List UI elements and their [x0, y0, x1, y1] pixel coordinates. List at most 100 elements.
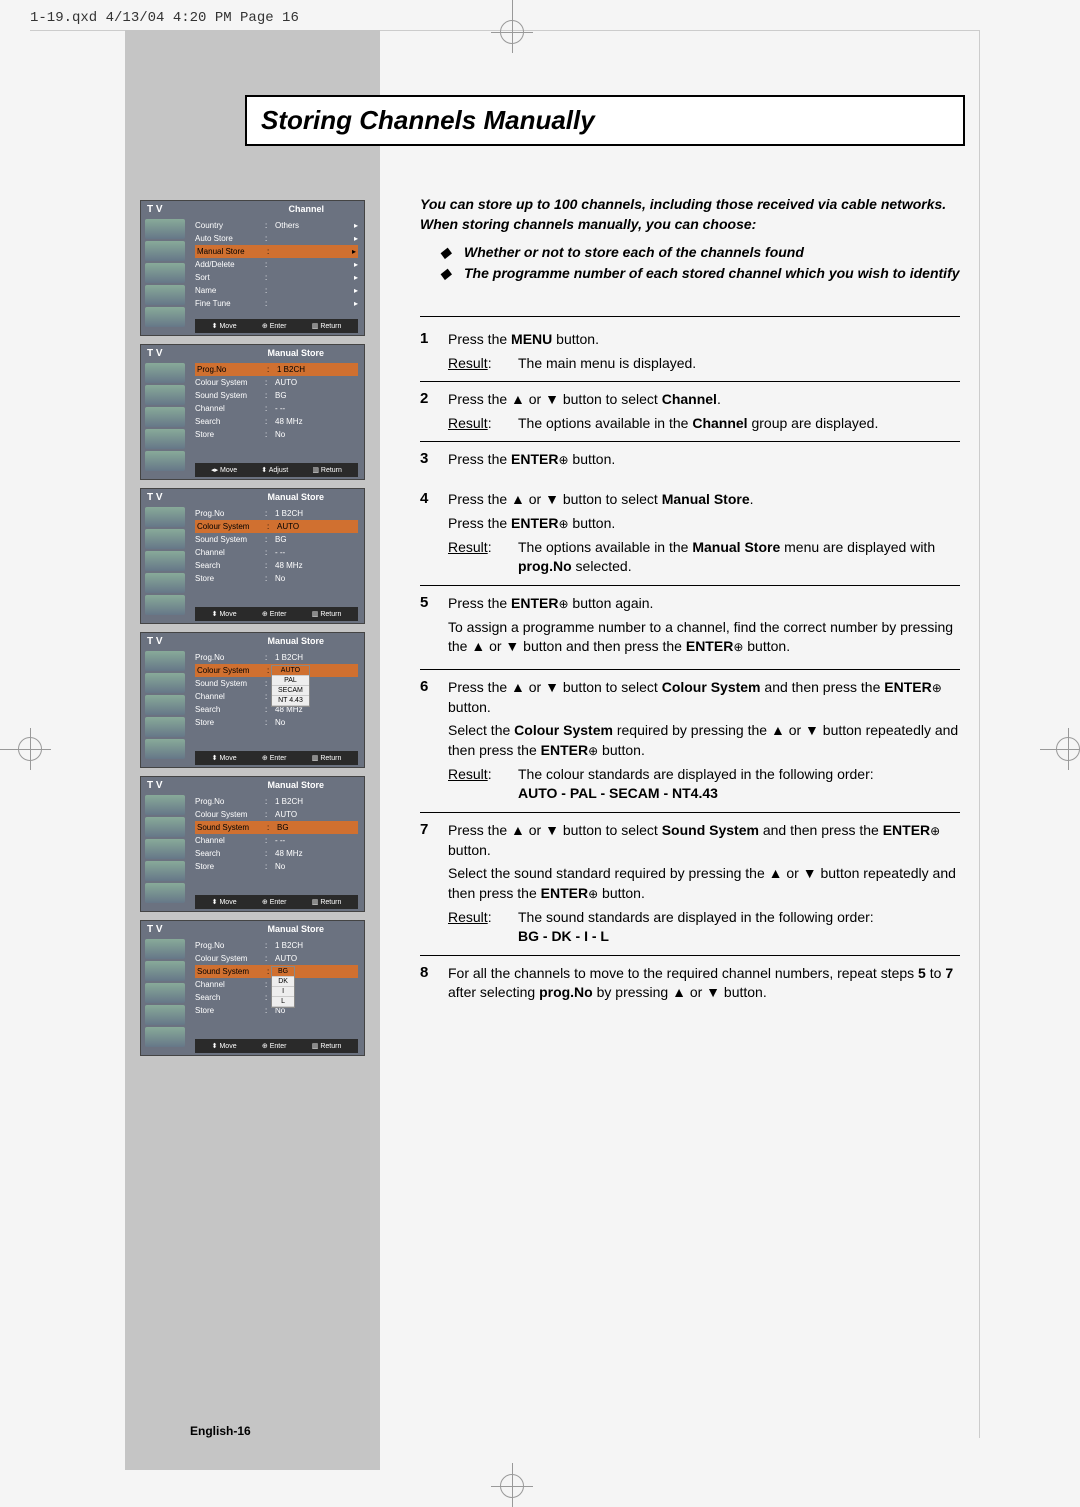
step-number: 1	[420, 330, 448, 373]
tv-icon	[145, 529, 185, 549]
step-body: Press the ENTER⊕ button again. To assign …	[448, 594, 960, 661]
result-text: The sound standards are displayed in the…	[518, 908, 960, 947]
tv-footer: ⬍ Move⊕ Enter▥ Return	[195, 1039, 358, 1053]
step-line: To assign a programme number to a channe…	[448, 618, 960, 657]
tv-footer-item: ▥ Return	[312, 898, 342, 906]
tv-menu-header: Manual Store	[267, 924, 324, 934]
tv-footer-item: ▥ Return	[312, 466, 342, 474]
tv-menu-header: Channel	[288, 204, 324, 214]
tv-icon	[145, 507, 185, 527]
tv-footer-item: ⬍ Move	[212, 754, 237, 762]
tv-row: Name:▸	[195, 284, 358, 297]
result-label: Result:	[448, 538, 518, 577]
tv-row: Search:48 MHz	[195, 559, 358, 572]
step-line: Press the ▲ or ▼ button to select Manual…	[448, 490, 960, 510]
step-number: 8	[420, 964, 448, 1007]
tv-menu-2: T VManual StoreProg.No:1 B2CHColour Syst…	[140, 344, 365, 480]
tv-row: Fine Tune:▸	[195, 297, 358, 310]
tv-row: Sound System:BG	[195, 533, 358, 546]
tv-menu-1: T VChannelCountry:Others▸Auto Store:▸Man…	[140, 200, 365, 336]
tv-footer-item: ⊕ Enter	[262, 898, 287, 906]
tv-footer: ⬍ Move⊕ Enter▥ Return	[195, 319, 358, 333]
result-row: Result:The main menu is displayed.	[448, 354, 960, 374]
step-line: Press the ENTER⊕ button again.	[448, 594, 960, 614]
tv-icon	[145, 285, 185, 305]
tv-row: Channel:- --	[195, 546, 358, 559]
tv-row: Sort:▸	[195, 271, 358, 284]
tv-row: Sound System:BG	[195, 821, 358, 834]
step-line: Press the ▲ or ▼ button to select Channe…	[448, 390, 960, 410]
step-body: Press the ▲ or ▼ button to select Sound …	[448, 821, 960, 947]
tv-footer-item: ◂▸ Move	[211, 466, 237, 474]
bullet-list: ◆Whether or not to store each of the cha…	[440, 242, 960, 284]
tv-label: T V	[147, 348, 163, 359]
tv-menus-column: T VChannelCountry:Others▸Auto Store:▸Man…	[140, 200, 365, 1064]
step-line: Press the ▲ or ▼ button to select Colour…	[448, 678, 960, 717]
step-line: Press the ENTER⊕ button.	[448, 514, 960, 534]
tv-icon	[145, 219, 185, 239]
step-line: Press the ENTER⊕ button.	[448, 450, 960, 470]
tv-label: T V	[147, 636, 163, 647]
step-line: Press the MENU button.	[448, 330, 960, 350]
tv-dropdown: BGDKIL	[271, 966, 295, 1008]
tv-icon	[145, 939, 185, 959]
tv-footer-item: ⊕ Enter	[262, 610, 287, 618]
tv-dropdown-item: L	[272, 997, 294, 1007]
tv-icon	[145, 1027, 185, 1047]
tv-rows: Prog.No:1 B2CHColour System:AUTOSound Sy…	[195, 795, 358, 873]
step-4: 4Press the ▲ or ▼ button to select Manua…	[420, 490, 960, 586]
tv-row: Sound System:BG	[195, 389, 358, 402]
tv-icon	[145, 407, 185, 427]
tv-sidebar-icons	[145, 507, 189, 617]
page-footer: English-16	[190, 1424, 251, 1438]
tv-sidebar-icons	[145, 651, 189, 761]
tv-footer-item: ⬍ Move	[212, 610, 237, 618]
tv-icon	[145, 595, 185, 615]
tv-icon	[145, 307, 185, 327]
step-number: 5	[420, 594, 448, 661]
tv-row: Store:No	[195, 860, 358, 873]
step-body: For all the channels to move to the requ…	[448, 964, 960, 1007]
intro-text: You can store up to 100 channels, includ…	[420, 195, 960, 234]
tv-footer: ◂▸ Move⬍ Adjust▥ Return	[195, 463, 358, 477]
result-row: Result:The colour standards are displaye…	[448, 765, 960, 804]
crop-mark-bottom	[500, 1474, 524, 1498]
step-number: 2	[420, 390, 448, 433]
step-number: 4	[420, 490, 448, 577]
tv-icon	[145, 983, 185, 1003]
tv-footer-item: ⊕ Enter	[262, 322, 287, 330]
page-header: 1-19.qxd 4/13/04 4:20 PM Page 16	[30, 10, 299, 26]
step-8: 8For all the channels to move to the req…	[420, 964, 960, 1015]
tv-row: Colour System:AUTO	[195, 520, 358, 533]
tv-footer-item: ▥ Return	[312, 610, 342, 618]
tv-menu-header: Manual Store	[267, 492, 324, 502]
tv-label: T V	[147, 204, 163, 215]
step-5: 5Press the ENTER⊕ button again. To assign…	[420, 594, 960, 670]
bullet-item: ◆The programme number of each stored cha…	[440, 263, 960, 284]
tv-row: Store:No	[195, 428, 358, 441]
tv-row: Auto Store:▸	[195, 232, 358, 245]
tv-footer-item: ⊕ Enter	[262, 1042, 287, 1050]
step-7: 7Press the ▲ or ▼ button to select Sound…	[420, 821, 960, 956]
tv-menu-4: T VManual StoreProg.No:1 B2CHColour Syst…	[140, 632, 365, 768]
tv-icon	[145, 451, 185, 471]
result-text: The main menu is displayed.	[518, 354, 960, 374]
tv-footer: ⬍ Move ⊕ Enter ▥ Return	[195, 607, 358, 621]
tv-dropdown-item: BG	[272, 967, 294, 977]
crop-mark-top	[500, 0, 524, 44]
tv-sidebar-icons	[145, 795, 189, 905]
step-line: Select the sound standard required by pr…	[448, 864, 960, 903]
step-line: Press the ▲ or ▼ button to select Sound …	[448, 821, 960, 860]
tv-icon	[145, 883, 185, 903]
tv-icon	[145, 861, 185, 881]
tv-footer-item: ▥ Return	[312, 754, 342, 762]
tv-icon	[145, 673, 185, 693]
crop-mark-right	[1056, 737, 1080, 761]
tv-footer: ⬍ Move⊕ Enter▥ Return	[195, 895, 358, 909]
result-text: The colour standards are displayed in th…	[518, 765, 960, 804]
tv-sidebar-icons	[145, 363, 189, 473]
result-row: Result:The sound standards are displayed…	[448, 908, 960, 947]
step-1: 1Press the MENU button. Result:The main m…	[420, 330, 960, 382]
tv-row: Prog.No:1 B2CH	[195, 651, 358, 664]
tv-rows: Prog.No:1 B2CHColour System:AUTOSound Sy…	[195, 507, 358, 585]
